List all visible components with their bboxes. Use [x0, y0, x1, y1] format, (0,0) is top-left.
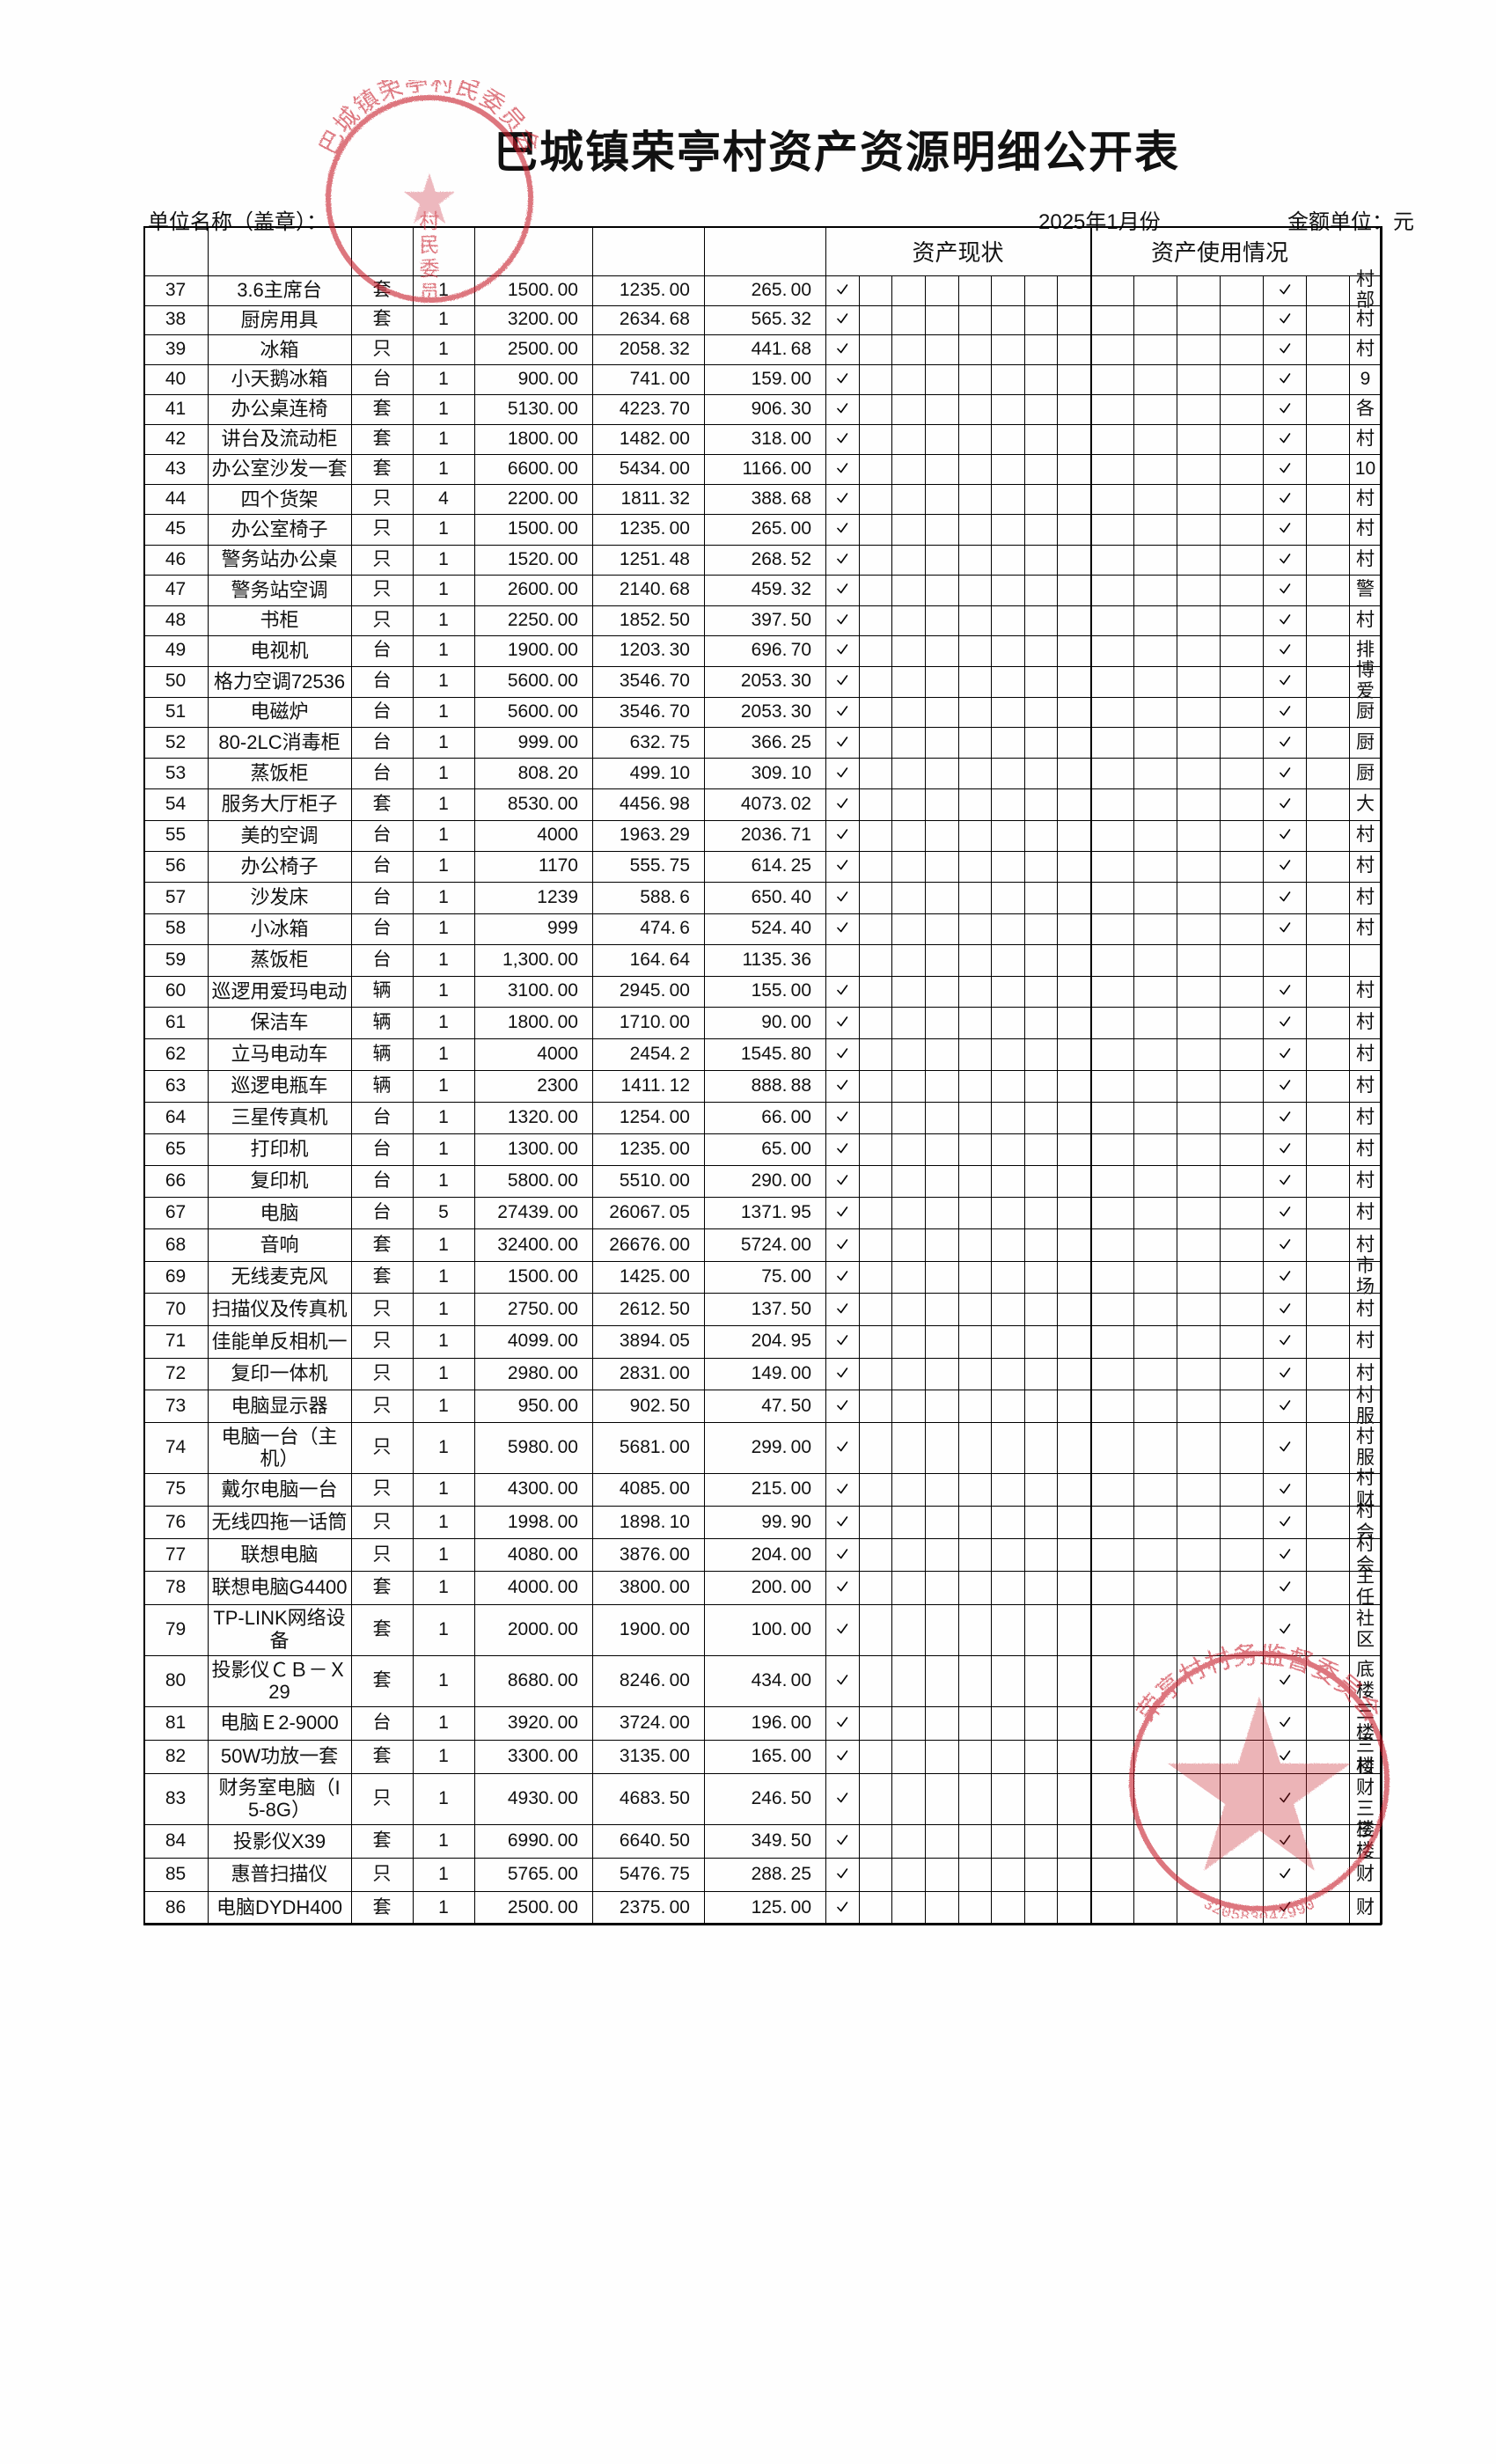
svg-text:巴城镇荣亭村民委员会: 巴城镇荣亭村民委员会 — [315, 80, 546, 158]
svg-text:委: 委 — [420, 257, 440, 280]
svg-text:员: 员 — [420, 281, 440, 304]
svg-text:民: 民 — [420, 233, 440, 256]
